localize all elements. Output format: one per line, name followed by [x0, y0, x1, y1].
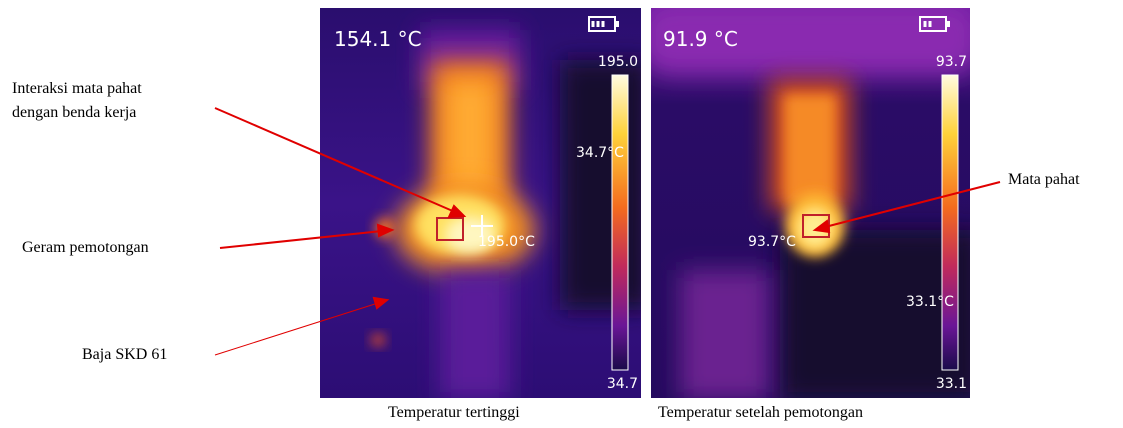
- spot-temperature: 93.7°C: [748, 234, 796, 250]
- temperature: 91.9 °C: [663, 27, 738, 51]
- annotation-line: Interaksi mata pahat: [12, 77, 142, 101]
- annotation-line: dengan benda kerja: [12, 101, 142, 125]
- figure: 154.1 °C 195.0 34.7°C 195.0°C 34.7 91.9 …: [0, 0, 1123, 428]
- scale-mid: 34.7°C: [576, 145, 624, 161]
- annotation: Mata pahat: [1008, 168, 1080, 192]
- annotation: Geram pemotongan: [22, 236, 149, 260]
- annotation: Baja SKD 61: [82, 343, 167, 367]
- scale-min: 34.7: [607, 376, 638, 392]
- caption: Temperatur setelah pemotongan: [658, 401, 863, 425]
- thermal-images: 154.1 °C 195.0 34.7°C 195.0°C 34.7 91.9 …: [0, 0, 1123, 428]
- spot-temperature: 195.0°C: [478, 234, 535, 250]
- scale-min: 33.1: [936, 376, 967, 392]
- scale-max: 195.0: [598, 54, 638, 70]
- annotation: Interaksi mata pahat dengan benda kerja: [12, 77, 142, 125]
- scale-max: 93.7: [936, 54, 967, 70]
- scale-mid: 33.1°C: [906, 294, 954, 310]
- caption: Temperatur tertinggi: [388, 401, 520, 425]
- max-temperature: 154.1 °C: [334, 27, 422, 51]
